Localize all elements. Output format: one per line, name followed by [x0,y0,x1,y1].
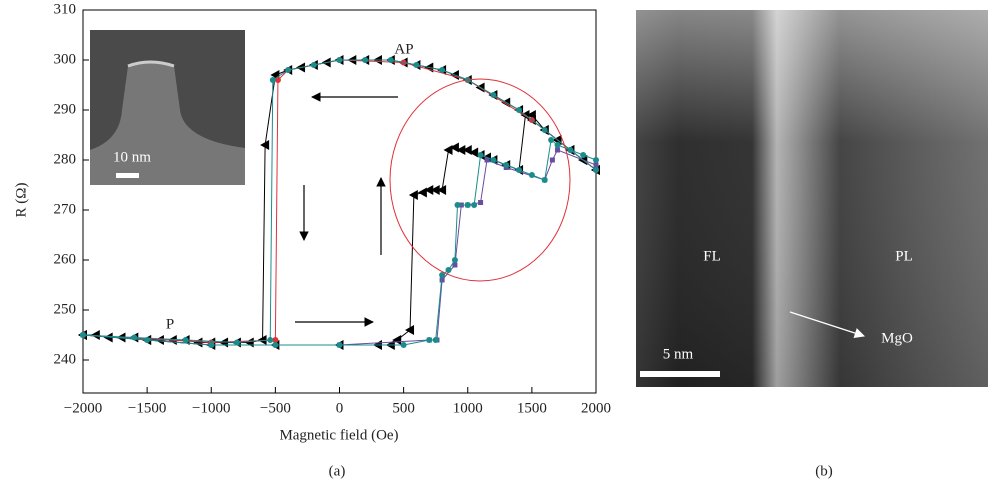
data-point [477,152,484,158]
data-point [387,57,394,63]
data-point [478,200,484,205]
data-point [336,342,343,348]
y-tick-label: 290 [54,101,77,117]
data-point [103,332,113,343]
x-tick-label: −2000 [64,400,102,416]
data-point [464,202,471,208]
data-point [310,62,317,68]
data-point [554,142,561,148]
data-point [274,77,281,83]
panel-label: (b) [815,463,833,479]
data-point [144,337,151,343]
data-point [452,262,458,268]
data-point [417,187,427,198]
data-point [593,167,599,173]
x-tick-label: 2000 [581,400,611,416]
data-point [471,202,478,208]
x-axis-label: Magnetic field (Oe) [279,427,398,443]
tem-image [636,10,988,387]
x-tick-label: 1500 [517,400,547,416]
data-point [272,337,279,343]
data-point [555,147,561,153]
data-point [439,67,446,73]
y-tick-label: 250 [54,301,77,317]
data-point [362,57,369,63]
data-point [503,162,510,168]
data-point [233,339,240,346]
data-point [484,157,490,163]
y-tick-label: 270 [54,201,77,217]
data-point [593,157,599,163]
data-point [541,177,548,183]
data-point [490,92,497,98]
data-point [548,137,555,143]
data-point [439,272,446,278]
data-point [567,147,574,153]
x-tick-label: −1000 [192,400,230,416]
data-point [257,335,267,345]
data-point [426,337,433,343]
sweep-arrows [295,92,398,327]
data-point [526,110,536,120]
data-point [456,145,466,155]
data-point [454,202,461,208]
data-point [408,190,418,200]
scale-label: 5 nm [663,346,694,362]
annotation: P [166,316,174,332]
data-point [437,185,447,195]
data-point [392,335,402,345]
data-point [528,172,535,178]
x-tick-label: −1500 [128,400,166,416]
inset-scale-label: 10 nm [113,149,151,165]
data-point [336,57,343,63]
y-tick-label: 240 [54,351,77,367]
region-label: FL [703,248,721,264]
x-tick-label: 1000 [453,400,483,416]
region-label: PL [895,248,913,264]
data-point [154,335,164,345]
data-point [182,337,189,343]
x-tick-label: 0 [336,400,344,416]
data-point [424,185,434,195]
x-tick-label: 500 [392,400,415,416]
data-point [269,77,276,83]
data-point [580,152,587,158]
data-point [193,337,203,348]
data-point [285,67,292,73]
data-point [244,337,254,348]
data-point [80,332,86,338]
data-point [90,330,100,340]
data-point [451,257,458,263]
inset-image: 10 nm [90,30,245,185]
region-label: MgO [881,330,913,346]
data-point [541,127,548,133]
data-point [400,342,407,348]
data-point [516,107,523,113]
data-point [413,62,420,68]
y-tick-label: 300 [54,51,77,67]
x-tick-label: −500 [260,400,291,416]
data-point [593,162,599,168]
data-point [430,185,440,195]
data-point [490,157,497,163]
data-point [432,337,439,343]
data-point [260,140,270,150]
data-point [405,325,415,335]
data-point [267,337,274,343]
y-tick-label: 280 [54,151,77,167]
panel-label: (a) [329,463,346,479]
annotation: AP [394,41,413,57]
data-point [549,157,555,163]
y-tick-label: 310 [54,1,77,17]
y-tick-label: 260 [54,251,77,267]
y-axis-label: R (Ω) [13,183,29,218]
data-point [516,167,523,173]
data-point [445,267,452,273]
data-point [272,342,279,348]
highlight-ellipse [389,78,571,282]
plot-area: −2000 −1500 −1000 −500 0 500 1000 1500 2000 240 25… [54,1,612,416]
data-point [208,342,215,348]
